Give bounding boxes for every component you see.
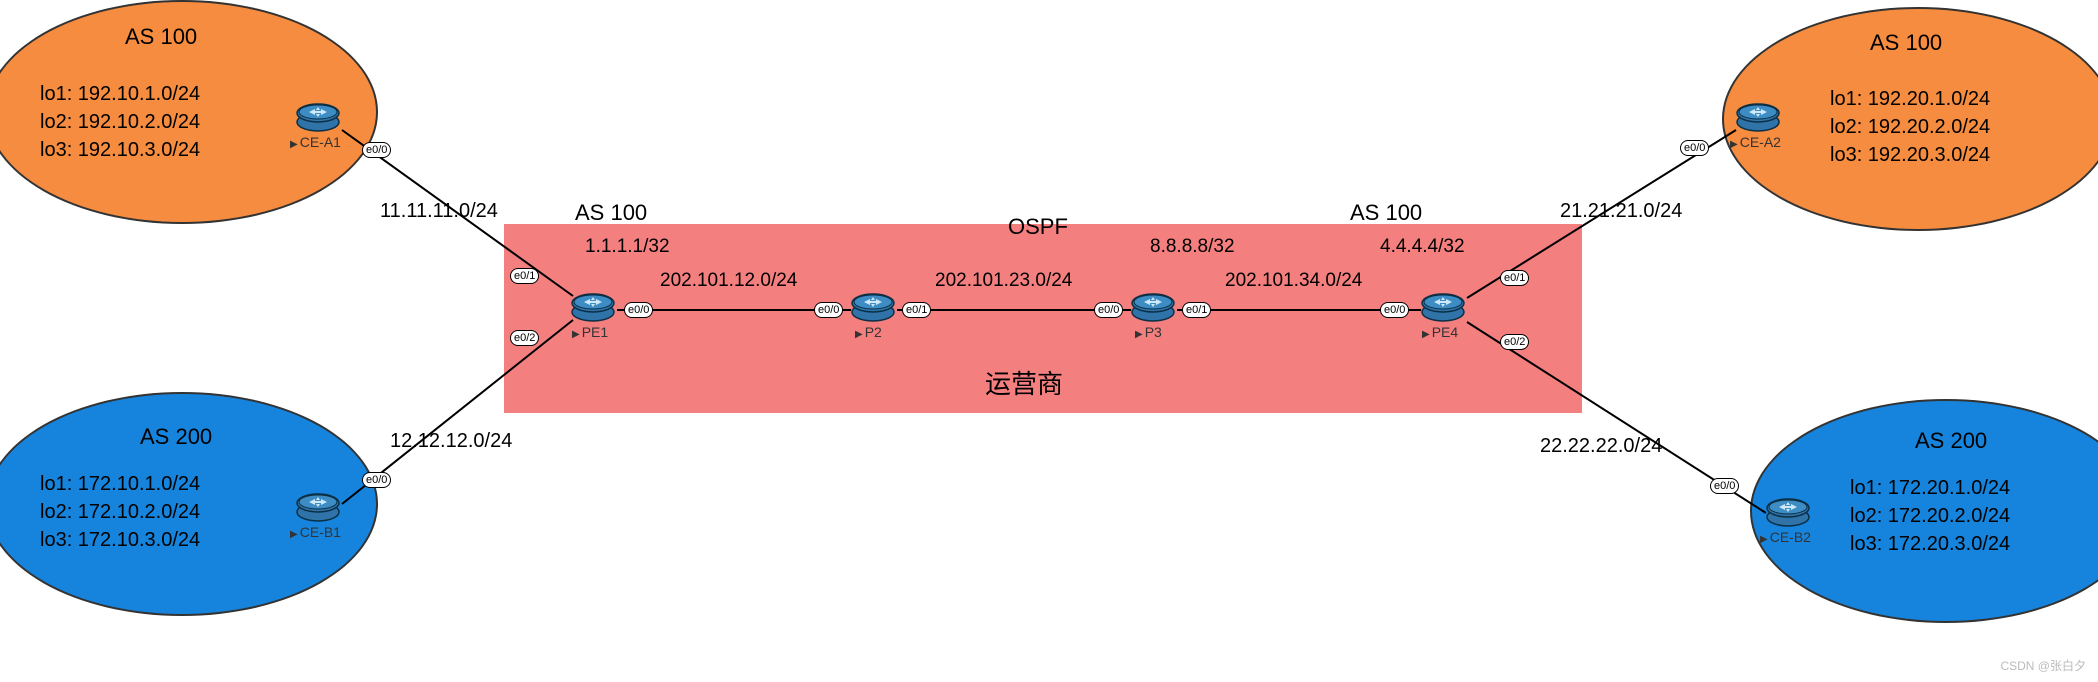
lo-line: lo1: 172.10.1.0/24	[40, 470, 200, 498]
lo-line: lo1: 192.20.1.0/24	[1830, 85, 1990, 113]
lo-line: lo2: 192.10.2.0/24	[40, 108, 200, 136]
router-label-text: CE-B1	[300, 524, 341, 540]
as-label-ce-a2: AS 100	[1870, 30, 1942, 56]
router-label-text: CE-A1	[300, 134, 341, 150]
port-pe4-e02: e0/2	[1500, 334, 1529, 350]
router-label-text: CE-B2	[1770, 529, 1811, 545]
lo-line: lo3: 172.20.3.0/24	[1850, 530, 2010, 558]
router-label-pe4: ▶PE4	[1422, 324, 1458, 340]
lo-line: lo1: 172.20.1.0/24	[1850, 474, 2010, 502]
subnet-p3-pe4: 202.101.34.0/24	[1225, 270, 1362, 292]
as-label-ce-a1: AS 100	[125, 24, 197, 50]
loopbacks-ce-b1: lo1: 172.10.1.0/24 lo2: 172.10.2.0/24 lo…	[40, 470, 200, 554]
p3-loop: 8.8.8.8/32	[1150, 236, 1235, 258]
provider-as-right: AS 100	[1350, 200, 1422, 226]
lo-line: lo3: 172.10.3.0/24	[40, 526, 200, 554]
router-pe1	[570, 290, 616, 322]
router-label-ce-b1: ▶CE-B1	[290, 524, 341, 540]
port-cea2-e00: e0/0	[1680, 140, 1709, 156]
port-ceb2-e00: e0/0	[1710, 478, 1739, 494]
lo-line: lo3: 192.10.3.0/24	[40, 136, 200, 164]
router-label-text: CE-A2	[1740, 134, 1781, 150]
lo-line: lo2: 172.10.2.0/24	[40, 498, 200, 526]
lo-line: lo3: 192.20.3.0/24	[1830, 141, 1990, 169]
router-label-ce-a1: ▶CE-A1	[290, 134, 341, 150]
port-p3-e01: e0/1	[1182, 302, 1211, 318]
lo-line: lo2: 192.20.2.0/24	[1830, 113, 1990, 141]
port-pe4-e01: e0/1	[1500, 270, 1529, 286]
router-p2	[850, 290, 896, 322]
router-label-text: P2	[865, 324, 882, 340]
subnet-pe1-p2: 202.101.12.0/24	[660, 270, 797, 292]
port-p2-e00: e0/0	[814, 302, 843, 318]
diagram-stage: AS 100 AS 200 AS 100 AS 200 lo1: 192.10.…	[0, 0, 2098, 682]
router-label-p2: ▶P2	[855, 324, 882, 340]
port-cea1-e00: e0/0	[362, 142, 391, 158]
router-label-text: P3	[1145, 324, 1162, 340]
router-ce-a1	[295, 100, 341, 132]
provider-title: 运营商	[985, 364, 1063, 401]
port-p2-e01: e0/1	[902, 302, 931, 318]
router-label-text: PE1	[582, 324, 608, 340]
as-label-ce-b2: AS 200	[1915, 428, 1987, 454]
router-label-text: PE4	[1432, 324, 1458, 340]
ospf-label: OSPF	[1008, 214, 1068, 240]
lo-line: lo1: 192.10.1.0/24	[40, 80, 200, 108]
loopbacks-ce-a2: lo1: 192.20.1.0/24 lo2: 192.20.2.0/24 lo…	[1830, 85, 1990, 169]
router-label-pe1: ▶PE1	[572, 324, 608, 340]
lo-line: lo2: 172.20.2.0/24	[1850, 502, 2010, 530]
provider-as-left: AS 100	[575, 200, 647, 226]
subnet-pe4-cea2: 21.21.21.0/24	[1560, 200, 1682, 223]
router-label-ce-b2: ▶CE-B2	[1760, 529, 1811, 545]
port-pe1-e02: e0/2	[510, 330, 539, 346]
router-ce-b2	[1765, 495, 1811, 527]
pe1-loop: 1.1.1.1/32	[585, 236, 670, 258]
port-pe4-e00: e0/0	[1380, 302, 1409, 318]
loopbacks-ce-a1: lo1: 192.10.1.0/24 lo2: 192.10.2.0/24 lo…	[40, 80, 200, 164]
router-label-p3: ▶P3	[1135, 324, 1162, 340]
port-pe1-e01: e0/1	[510, 268, 539, 284]
subnet-ceb1-pe1: 12.12.12.0/24	[390, 430, 512, 453]
subnet-pe4-ceb2: 22.22.22.0/24	[1540, 435, 1662, 458]
router-ce-a2	[1735, 100, 1781, 132]
port-pe1-e00: e0/0	[624, 302, 653, 318]
router-ce-b1	[295, 490, 341, 522]
port-ceb1-e00: e0/0	[362, 472, 391, 488]
router-p3	[1130, 290, 1176, 322]
port-p3-e00: e0/0	[1094, 302, 1123, 318]
subnet-cea1-pe1: 11.11.11.0/24	[380, 200, 498, 223]
router-label-ce-a2: ▶CE-A2	[1730, 134, 1781, 150]
pe4-loop: 4.4.4.4/32	[1380, 236, 1465, 258]
watermark: CSDN @张白夕	[2000, 657, 2086, 674]
router-pe4	[1420, 290, 1466, 322]
loopbacks-ce-b2: lo1: 172.20.1.0/24 lo2: 172.20.2.0/24 lo…	[1850, 474, 2010, 558]
subnet-p2-p3: 202.101.23.0/24	[935, 270, 1072, 292]
as-label-ce-b1: AS 200	[140, 424, 212, 450]
